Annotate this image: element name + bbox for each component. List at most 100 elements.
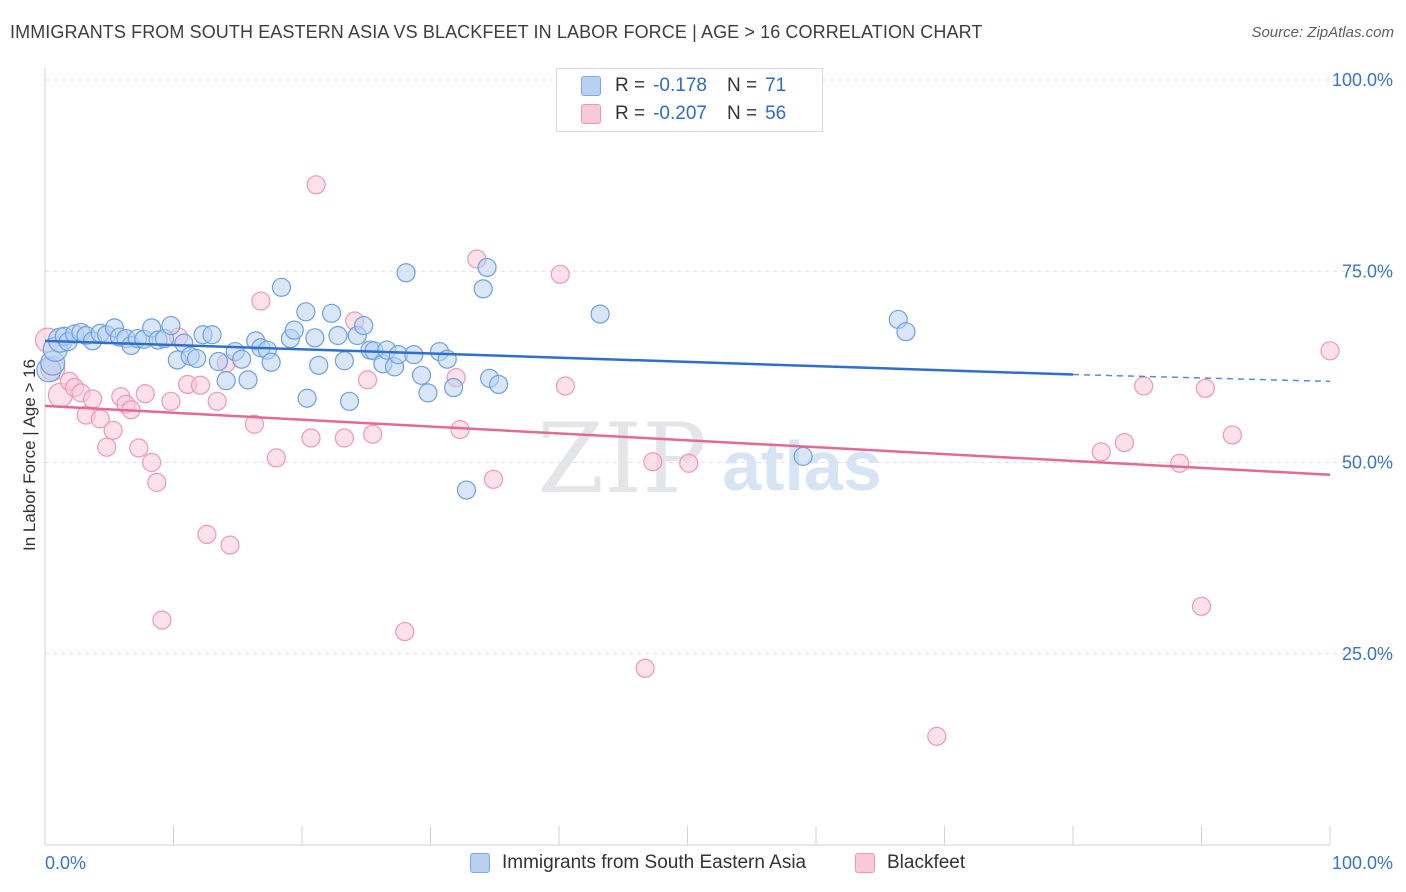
- blackfeet-point: [1222, 425, 1242, 445]
- sea-point: [238, 370, 258, 390]
- blackfeet-point: [103, 420, 123, 440]
- legend-item-sea[interactable]: Immigrants from South Eastern Asia: [470, 852, 806, 874]
- sea-point: [321, 303, 342, 323]
- blackfeet-r-value: -0.207: [653, 103, 707, 124]
- sea-point: [793, 446, 813, 466]
- blackfeet-point: [301, 428, 321, 448]
- blackfeet-point: [197, 524, 217, 545]
- blackfeet-point: [97, 437, 117, 457]
- tick-labels: 25.0% 50.0% 75.0% 100.0% 0.0% 100.0%: [45, 70, 1393, 873]
- blackfeet-point: [363, 424, 383, 444]
- sea-swatch: [581, 76, 601, 96]
- y-tick-label: 50.0%: [1342, 453, 1393, 473]
- legend-row-blackfeet: R = -0.207 N = 56: [581, 100, 786, 128]
- y-axis-label: In Labor Force | Age > 16: [20, 358, 39, 552]
- sea-point: [339, 391, 360, 411]
- blackfeet-point: [220, 535, 240, 555]
- blackfeet-point: [483, 469, 504, 489]
- sea-point: [216, 371, 236, 391]
- blackfeet-n-value: 56: [765, 103, 787, 124]
- trend-lines: [44, 339, 1331, 476]
- blackfeet-point: [1091, 442, 1111, 462]
- blackfeet-point: [190, 375, 211, 395]
- sea-legend-swatch: [470, 853, 490, 873]
- sea-point: [305, 328, 325, 348]
- blackfeet-point: [927, 726, 947, 746]
- blackfeet-point: [147, 472, 167, 492]
- watermark-atlas: atlas: [722, 427, 882, 505]
- sea-point: [187, 348, 207, 369]
- blackfeet-point: [1191, 596, 1212, 616]
- sea-point: [473, 279, 493, 299]
- blackfeet-point: [1195, 378, 1215, 398]
- blackfeet-point: [129, 438, 149, 458]
- r-label: R =: [615, 103, 646, 124]
- sea-trend-extension: [1072, 373, 1331, 383]
- blackfeet-legend-label: Blackfeet: [887, 852, 966, 873]
- blackfeet-legend-swatch: [855, 853, 875, 873]
- sea-point: [896, 322, 916, 342]
- blackfeet-point: [555, 376, 576, 396]
- blackfeet-point: [635, 658, 655, 678]
- sea-r-value: -0.178: [653, 75, 707, 96]
- blackfeet-point: [1134, 376, 1154, 396]
- blackfeet-point: [550, 264, 570, 284]
- sea-point: [489, 374, 509, 395]
- source-label: Source: ZipAtlas.com: [1251, 24, 1394, 41]
- sea-point: [297, 388, 317, 408]
- sea-point: [404, 345, 424, 365]
- sea-point: [232, 349, 252, 369]
- blackfeet-swatch: [581, 104, 601, 124]
- blackfeet-point: [266, 448, 286, 468]
- sea-point: [411, 365, 432, 385]
- blackfeet-point: [135, 384, 155, 404]
- sea-point: [396, 263, 416, 283]
- legend-row-sea: R = -0.178 N = 71: [581, 72, 786, 100]
- blackfeet-point: [1114, 433, 1135, 453]
- sea-point: [309, 355, 329, 375]
- blackfeet-point: [207, 391, 227, 411]
- blackfeet-trend-line: [44, 404, 1331, 476]
- sea-point: [354, 315, 374, 336]
- blackfeet-point: [334, 428, 355, 448]
- sea-point: [271, 277, 292, 297]
- sea-point: [202, 325, 222, 345]
- sea-point: [261, 352, 281, 372]
- axes: [44, 68, 1331, 846]
- sea-legend-label: Immigrants from South Eastern Asia: [502, 852, 807, 873]
- blackfeet-point: [643, 452, 663, 472]
- sea-points: [36, 257, 916, 500]
- sea-trend-line: [44, 339, 1074, 376]
- x-tick-label-max: 100.0%: [1332, 853, 1393, 873]
- sea-point: [334, 351, 355, 371]
- sea-point: [328, 325, 348, 346]
- sea-point: [418, 383, 438, 403]
- stats-legend: R = -0.178 N = 71 R = -0.207 N = 56: [556, 68, 823, 132]
- blackfeet-point: [1320, 341, 1340, 361]
- blackfeet-point: [142, 452, 162, 473]
- blackfeet-point: [306, 175, 326, 195]
- blackfeet-point: [161, 391, 181, 411]
- x-tick-label-min: 0.0%: [45, 853, 86, 873]
- blackfeet-point: [251, 291, 271, 311]
- y-tick-label: 25.0%: [1342, 644, 1393, 664]
- sea-n-value: 71: [765, 75, 787, 96]
- sea-point: [296, 302, 316, 322]
- chart-title: IMMIGRANTS FROM SOUTH EASTERN ASIA VS BL…: [10, 22, 983, 42]
- y-tick-label: 75.0%: [1342, 261, 1393, 281]
- r-label: R =: [615, 75, 646, 96]
- blackfeet-point: [152, 610, 172, 630]
- n-label: N =: [726, 103, 758, 124]
- blackfeet-points: [34, 175, 1340, 746]
- y-tick-label: 100.0%: [1332, 70, 1393, 90]
- sea-point: [456, 480, 477, 500]
- sea-point: [284, 320, 304, 340]
- sea-point: [477, 257, 497, 278]
- n-label: N =: [726, 75, 758, 96]
- legend-item-blackfeet[interactable]: Blackfeet: [855, 852, 965, 874]
- blackfeet-point: [1170, 453, 1190, 473]
- blackfeet-point: [82, 389, 103, 409]
- blackfeet-point: [357, 370, 378, 390]
- sea-point: [444, 377, 464, 398]
